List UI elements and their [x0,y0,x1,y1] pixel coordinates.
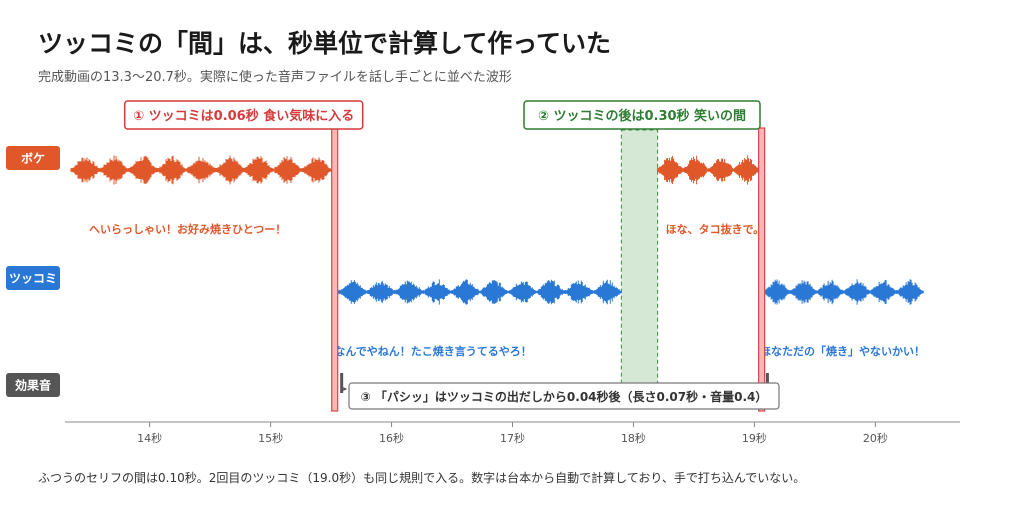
track-label: 効果音 [15,378,51,393]
waveform-clip [763,279,924,305]
waveform-bars [657,155,761,185]
marker-bar [331,127,339,412]
track-badge-1 [6,266,60,290]
chart-title: ツッコミの「間」は、秒単位で計算して作っていた [38,29,612,58]
waveform-clip [70,155,332,185]
waveform-clip [657,155,761,185]
x-tick-label: 18秒 [621,431,646,445]
x-tick-label: 16秒 [379,431,404,445]
track-badge-0 [6,146,60,170]
annotation-box-2 [523,100,761,130]
x-tick-label: 14秒 [137,431,162,445]
chart-subtitle: 完成動画の13.3〜20.7秒。実際に使った音声ファイルを話し手ごとに並べた波形 [38,70,512,85]
footnote: ふつうのセリフの間は0.10秒。2回目のツッコミ（19.0秒）も同じ規則で入る。… [38,471,806,485]
annotation-label-1: ① ツッコミは0.06秒 食い気味に入る [133,108,354,124]
clip-caption: なんでやねん！たこ焼き言うてるやろ！ [334,344,531,358]
waveform-bars [337,279,622,305]
marker-bar [758,127,766,412]
clip-caption: ほなただの「焼き」やないかい！ [760,344,925,358]
gap-region [620,129,659,386]
annotation-label-3: ③ 「パシッ」はツッコミの出だしから0.04秒後（長さ0.07秒・音量0.4） [361,389,768,404]
x-tick-label: 17秒 [500,431,525,445]
clip-caption: ほな、タコ抜きで。 [666,222,765,236]
track-badge-2 [6,373,60,397]
annotation-box-1 [123,100,364,130]
track-label: ツッコミ [9,272,57,286]
annotation-box-3 [348,382,780,410]
waveform-clip [337,279,622,305]
annotation-label-2: ② ツッコミの後は0.30秒 笑いの間 [538,108,746,124]
sfx-event-tick [343,387,348,391]
waveform-bars [70,155,332,185]
x-tick-label: 20秒 [863,431,888,445]
clip-caption: へいらっしゃい！お好み焼きひとつー！ [89,222,286,236]
waveform-bars [763,279,924,305]
x-tick-label: 15秒 [258,431,283,445]
track-label: ボケ [21,151,45,166]
sfx-event [340,373,344,393]
x-tick-label: 19秒 [742,431,767,445]
